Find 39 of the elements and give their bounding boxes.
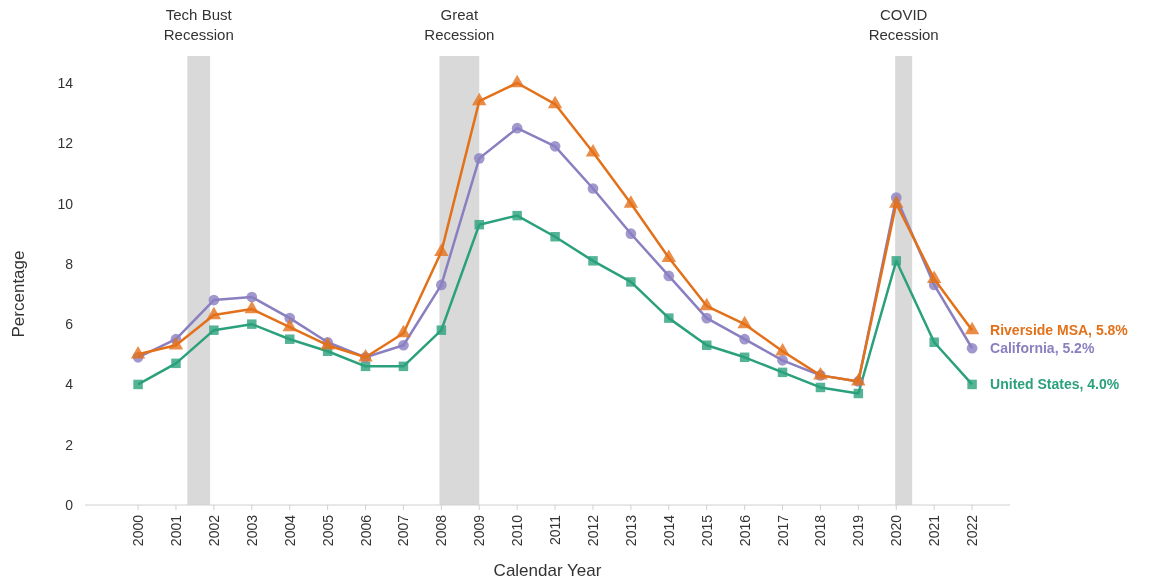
y-tick-label: 12 [57, 135, 74, 152]
band-label: Tech Bust Recession [163, 6, 234, 43]
x-tick-label: 2008 [433, 514, 450, 547]
x-tick-label: 2016 [736, 514, 753, 547]
x-tick-label: 2001 [167, 514, 184, 547]
x-tick-label: 2017 [774, 514, 791, 547]
x-tick-label: 2013 [622, 514, 639, 547]
y-tick-label: 0 [65, 497, 74, 513]
x-axis-title: Calendar Year [493, 561, 602, 580]
y-tick-label: 4 [65, 376, 74, 393]
x-tick-label: 2004 [281, 514, 298, 547]
series-label: Riverside MSA, 5.8% [990, 322, 1129, 339]
x-tick-label: 2003 [243, 514, 260, 547]
x-tick-label: 2020 [888, 514, 905, 547]
series-label: California, 5.2% [990, 340, 1095, 357]
x-tick-label: 2006 [357, 514, 374, 547]
x-tick-label: 2014 [660, 514, 677, 547]
y-axis-title: Percentage [9, 250, 28, 338]
x-tick-label: 2022 [964, 514, 981, 547]
x-tick-label: 2018 [812, 514, 829, 547]
x-tick-label: 2007 [395, 514, 412, 547]
x-tick-label: 2010 [509, 514, 526, 547]
x-tick-label: 2000 [130, 514, 147, 547]
x-tick-label: 2011 [547, 514, 564, 546]
y-tick-label: 10 [57, 195, 74, 212]
y-tick-label: 2 [65, 436, 74, 453]
y-tick-label: 8 [65, 255, 74, 272]
series-label: United States, 4.0% [990, 376, 1120, 393]
x-tick-label: 2015 [698, 514, 715, 547]
x-tick-label: 2005 [319, 514, 336, 547]
y-tick-label: 14 [57, 75, 74, 91]
x-tick-label: 2021 [926, 514, 943, 547]
y-tick-label: 6 [65, 316, 74, 333]
x-tick-label: 2002 [205, 514, 222, 547]
x-tick-label: 2019 [850, 514, 867, 547]
band-label: COVID Recession [868, 6, 939, 43]
band-label: Great Recession [424, 6, 495, 43]
x-tick-label: 2012 [584, 514, 601, 547]
x-tick-label: 2009 [471, 514, 488, 547]
